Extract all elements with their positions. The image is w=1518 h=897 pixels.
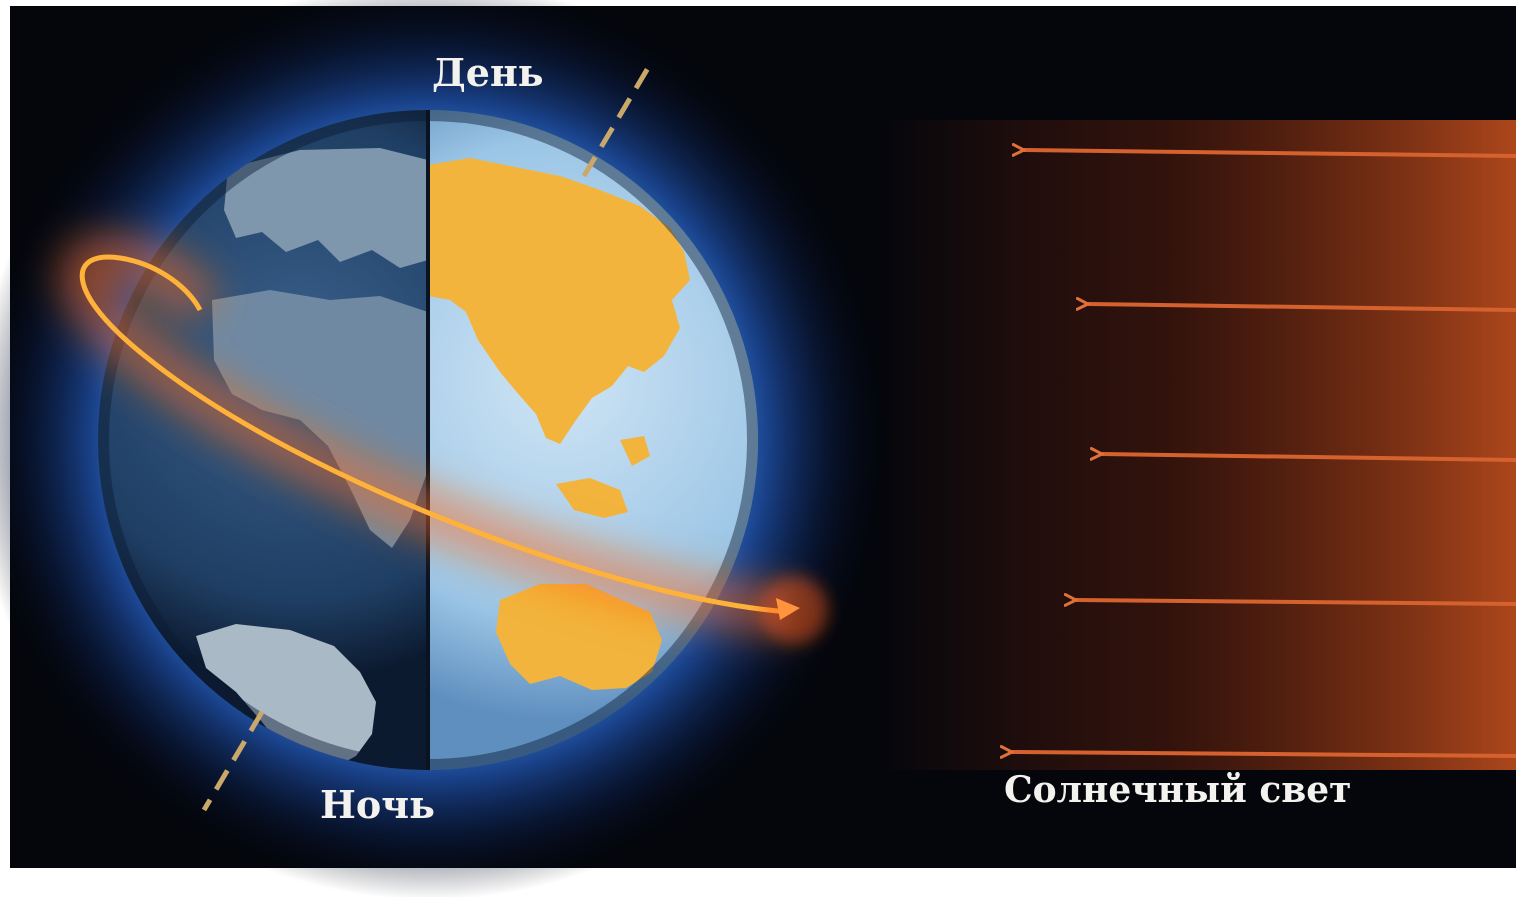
sun-ray — [1012, 752, 1517, 756]
sunlight-label: Солнечный свет — [1004, 769, 1351, 811]
day-land-islands-2 — [620, 436, 650, 466]
sun-ray — [1102, 454, 1517, 462]
sun-ray — [1088, 304, 1517, 312]
day-land-australia — [496, 584, 662, 690]
day-land-islands — [556, 478, 628, 518]
day-land-asia — [428, 158, 690, 444]
sun-glow-band — [880, 120, 1516, 770]
night-land-south-america — [196, 624, 376, 770]
night-land-europe — [224, 148, 428, 268]
sun-ray — [1024, 150, 1517, 158]
day-label: День — [432, 50, 544, 95]
rotation-axis-top — [581, 66, 651, 178]
rotation-axis-bottom — [201, 710, 265, 812]
rotation-arrow-line — [79, 254, 791, 615]
rotation-arrow-head-glow — [760, 576, 828, 644]
sunlight-rays — [1012, 150, 1517, 756]
sun-ray — [1076, 600, 1517, 604]
night-label: Ночь — [320, 782, 435, 827]
rotation-arrow — [59, 234, 828, 644]
